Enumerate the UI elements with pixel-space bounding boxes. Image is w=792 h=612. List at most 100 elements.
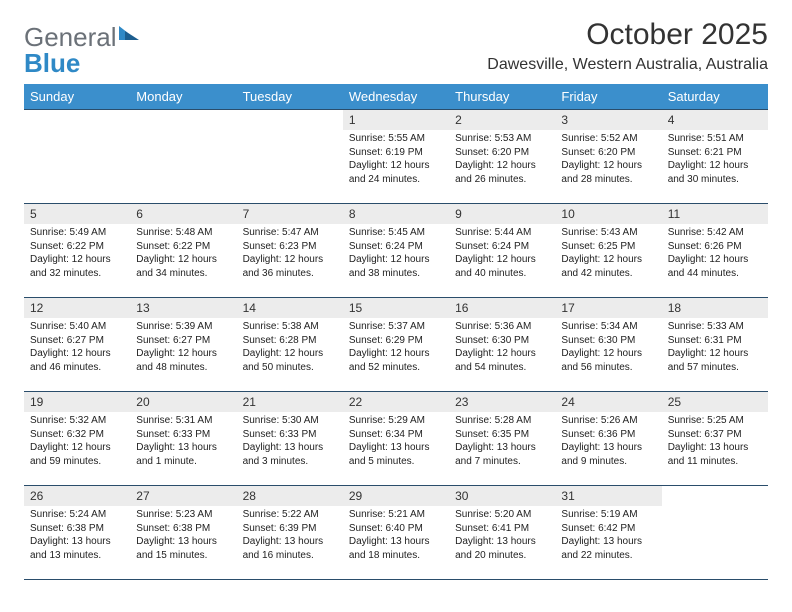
day-number: 10 [555,204,661,224]
calendar-cell: 31Sunrise: 5:19 AMSunset: 6:42 PMDayligh… [555,486,661,580]
daylight-text-2: and 18 minutes. [349,549,445,563]
calendar-cell: 8Sunrise: 5:45 AMSunset: 6:24 PMDaylight… [343,204,449,298]
day-number: 31 [555,486,661,506]
day-number: 20 [130,392,236,412]
daylight-text-2: and 46 minutes. [30,361,126,375]
daylight-text-1: Daylight: 12 hours [243,347,339,361]
daylight-text-2: and 54 minutes. [455,361,551,375]
calendar-cell: 10Sunrise: 5:43 AMSunset: 6:25 PMDayligh… [555,204,661,298]
sunset-text: Sunset: 6:26 PM [668,240,764,254]
daylight-text-2: and 26 minutes. [455,173,551,187]
weekday-header: Monday [130,84,236,110]
calendar-cell: 26Sunrise: 5:24 AMSunset: 6:38 PMDayligh… [24,486,130,580]
calendar-head: SundayMondayTuesdayWednesdayThursdayFrid… [24,84,768,110]
day-number: 19 [24,392,130,412]
day-number: 25 [662,392,768,412]
sunset-text: Sunset: 6:20 PM [561,146,657,160]
calendar-cell: 4Sunrise: 5:51 AMSunset: 6:21 PMDaylight… [662,110,768,204]
sunset-text: Sunset: 6:36 PM [561,428,657,442]
day-details: Sunrise: 5:45 AMSunset: 6:24 PMDaylight:… [343,226,449,284]
daylight-text-2: and 34 minutes. [136,267,232,281]
day-details: Sunrise: 5:20 AMSunset: 6:41 PMDaylight:… [449,508,555,566]
sunrise-text: Sunrise: 5:43 AM [561,226,657,240]
sunrise-text: Sunrise: 5:26 AM [561,414,657,428]
calendar-cell: 1Sunrise: 5:55 AMSunset: 6:19 PMDaylight… [343,110,449,204]
sunrise-text: Sunrise: 5:31 AM [136,414,232,428]
sunset-text: Sunset: 6:38 PM [136,522,232,536]
day-number: 1 [343,110,449,130]
day-number: 8 [343,204,449,224]
calendar-cell: 14Sunrise: 5:38 AMSunset: 6:28 PMDayligh… [237,298,343,392]
day-number: 27 [130,486,236,506]
sunset-text: Sunset: 6:32 PM [30,428,126,442]
calendar-cell: .. [662,486,768,580]
daylight-text-2: and 5 minutes. [349,455,445,469]
calendar-cell: 24Sunrise: 5:26 AMSunset: 6:36 PMDayligh… [555,392,661,486]
month-title: October 2025 [487,18,768,52]
daylight-text-1: Daylight: 13 hours [243,535,339,549]
sunrise-text: Sunrise: 5:36 AM [455,320,551,334]
title-block: October 2025 Dawesville, Western Austral… [487,18,768,74]
calendar-cell: .. [130,110,236,204]
calendar-cell: 13Sunrise: 5:39 AMSunset: 6:27 PMDayligh… [130,298,236,392]
sunrise-text: Sunrise: 5:32 AM [30,414,126,428]
calendar-cell: 11Sunrise: 5:42 AMSunset: 6:26 PMDayligh… [662,204,768,298]
calendar-cell: 28Sunrise: 5:22 AMSunset: 6:39 PMDayligh… [237,486,343,580]
day-details: Sunrise: 5:47 AMSunset: 6:23 PMDaylight:… [237,226,343,284]
day-number: 16 [449,298,555,318]
sunrise-text: Sunrise: 5:52 AM [561,132,657,146]
day-details: Sunrise: 5:30 AMSunset: 6:33 PMDaylight:… [237,414,343,472]
calendar-week-row: 26Sunrise: 5:24 AMSunset: 6:38 PMDayligh… [24,486,768,580]
calendar-cell: 15Sunrise: 5:37 AMSunset: 6:29 PMDayligh… [343,298,449,392]
day-number: 21 [237,392,343,412]
day-number: 17 [555,298,661,318]
weekday-row: SundayMondayTuesdayWednesdayThursdayFrid… [24,84,768,110]
daylight-text-2: and 22 minutes. [561,549,657,563]
daylight-text-2: and 24 minutes. [349,173,445,187]
sunset-text: Sunset: 6:34 PM [349,428,445,442]
sunset-text: Sunset: 6:29 PM [349,334,445,348]
sunset-text: Sunset: 6:42 PM [561,522,657,536]
sunrise-text: Sunrise: 5:51 AM [668,132,764,146]
calendar-cell: 9Sunrise: 5:44 AMSunset: 6:24 PMDaylight… [449,204,555,298]
daylight-text-2: and 15 minutes. [136,549,232,563]
daylight-text-1: Daylight: 13 hours [30,535,126,549]
sunrise-text: Sunrise: 5:20 AM [455,508,551,522]
calendar-cell: 2Sunrise: 5:53 AMSunset: 6:20 PMDaylight… [449,110,555,204]
daylight-text-1: Daylight: 13 hours [561,535,657,549]
daylight-text-2: and 44 minutes. [668,267,764,281]
calendar-cell: 25Sunrise: 5:25 AMSunset: 6:37 PMDayligh… [662,392,768,486]
day-number: 6 [130,204,236,224]
sunset-text: Sunset: 6:30 PM [561,334,657,348]
calendar-cell: 30Sunrise: 5:20 AMSunset: 6:41 PMDayligh… [449,486,555,580]
daylight-text-2: and 56 minutes. [561,361,657,375]
day-number: 9 [449,204,555,224]
daylight-text-1: Daylight: 13 hours [455,441,551,455]
location-subtitle: Dawesville, Western Australia, Australia [487,56,768,74]
logo-triangle-icon [119,24,141,42]
sunrise-text: Sunrise: 5:49 AM [30,226,126,240]
day-details: Sunrise: 5:37 AMSunset: 6:29 PMDaylight:… [343,320,449,378]
day-number: 5 [24,204,130,224]
day-details: Sunrise: 5:55 AMSunset: 6:19 PMDaylight:… [343,132,449,190]
daylight-text-1: Daylight: 12 hours [455,159,551,173]
calendar-cell: 12Sunrise: 5:40 AMSunset: 6:27 PMDayligh… [24,298,130,392]
day-details: Sunrise: 5:29 AMSunset: 6:34 PMDaylight:… [343,414,449,472]
weekday-header: Thursday [449,84,555,110]
calendar-cell: 19Sunrise: 5:32 AMSunset: 6:32 PMDayligh… [24,392,130,486]
daylight-text-1: Daylight: 12 hours [243,253,339,267]
sunrise-text: Sunrise: 5:28 AM [455,414,551,428]
sunrise-text: Sunrise: 5:42 AM [668,226,764,240]
day-number: 22 [343,392,449,412]
daylight-text-2: and 1 minute. [136,455,232,469]
day-number: 29 [343,486,449,506]
sunrise-text: Sunrise: 5:23 AM [136,508,232,522]
daylight-text-1: Daylight: 13 hours [349,535,445,549]
sunset-text: Sunset: 6:28 PM [243,334,339,348]
day-number: 12 [24,298,130,318]
daylight-text-2: and 32 minutes. [30,267,126,281]
sunrise-text: Sunrise: 5:25 AM [668,414,764,428]
sunrise-text: Sunrise: 5:29 AM [349,414,445,428]
calendar-cell: 18Sunrise: 5:33 AMSunset: 6:31 PMDayligh… [662,298,768,392]
daylight-text-2: and 36 minutes. [243,267,339,281]
